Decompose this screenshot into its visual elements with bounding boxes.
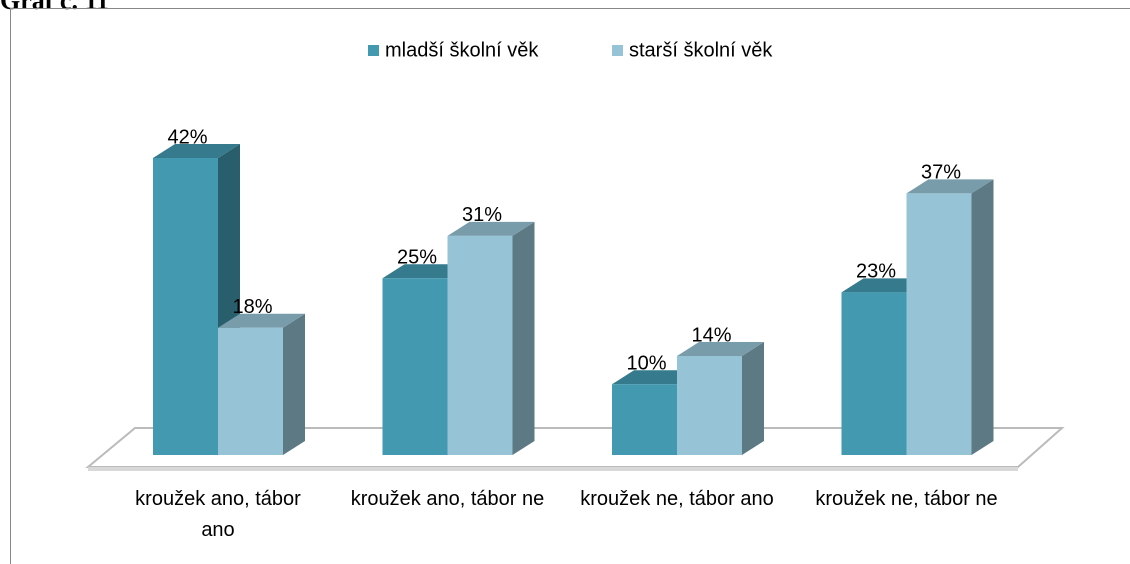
bar-front: [447, 235, 513, 455]
bar-front: [612, 384, 677, 455]
bar-front: [841, 292, 907, 455]
bar-front: [906, 193, 972, 455]
bar-top: [153, 144, 240, 159]
bar: [447, 221, 535, 455]
x-tick-label: kroužek ne, tábor ne: [815, 488, 998, 510]
chart-border: [10, 8, 1130, 564]
bar-top: [677, 342, 764, 357]
x-tick-label: kroužek ne, tábor ano: [580, 488, 774, 510]
bar-side: [971, 179, 994, 455]
bar-side: [283, 313, 305, 455]
chart-title: Graf č. 11: [0, 0, 110, 15]
bar-top: [218, 313, 305, 328]
value-label: 37%: [921, 162, 961, 184]
legend-swatch: [612, 45, 623, 56]
value-label: 18%: [232, 296, 272, 318]
x-tick-label: kroužek ano, tábor ano: [135, 488, 301, 541]
bar-front: [153, 158, 218, 455]
bar: [906, 179, 994, 455]
bar: [218, 313, 305, 455]
value-label: 23%: [856, 261, 896, 283]
bar-front: [677, 356, 742, 455]
value-label: 31%: [462, 204, 502, 226]
legend-swatch: [368, 45, 379, 56]
value-label: 10%: [626, 353, 666, 375]
value-label: 14%: [691, 324, 731, 346]
bar-top: [906, 179, 994, 194]
bar-top: [447, 221, 535, 236]
bar-side: [512, 221, 535, 455]
bar-front: [382, 278, 448, 455]
bar-side: [742, 342, 764, 455]
floor-edge: [88, 467, 1018, 471]
x-tick-label: kroužek ano, tábor ne: [350, 488, 545, 510]
value-label: 42%: [167, 126, 207, 148]
legend-label: mladší školní věk: [385, 39, 539, 61]
bar-front: [218, 327, 283, 455]
legend-label: starší školní věk: [629, 39, 773, 61]
value-label: 25%: [397, 247, 437, 269]
bar: [677, 342, 764, 455]
